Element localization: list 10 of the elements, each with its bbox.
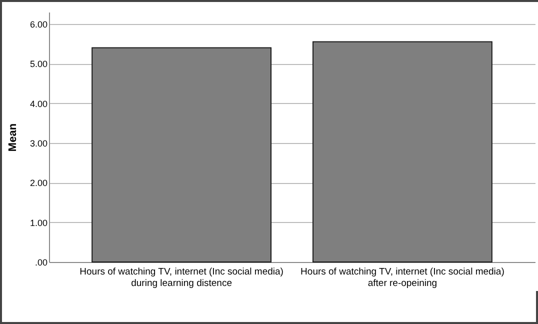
y-tick-label: 4.00 [30, 98, 48, 109]
y-tick-label: .00 [34, 258, 48, 268]
x-tick-label: Hours of watching TV, internet (Inc social media) after re-opeining [300, 266, 504, 289]
y-tick-label: 5.00 [30, 59, 48, 70]
y-tick-label: 6.00 [30, 19, 48, 30]
y-tick-label: 1.00 [30, 218, 48, 228]
y-tick-label: 2.00 [30, 178, 48, 188]
y-tick-label: 3.00 [30, 138, 48, 148]
y-axis-title: Mean [6, 123, 19, 152]
x-tick-label: Hours of watching TV, internet (Inc social media) during learning distence [80, 266, 284, 289]
